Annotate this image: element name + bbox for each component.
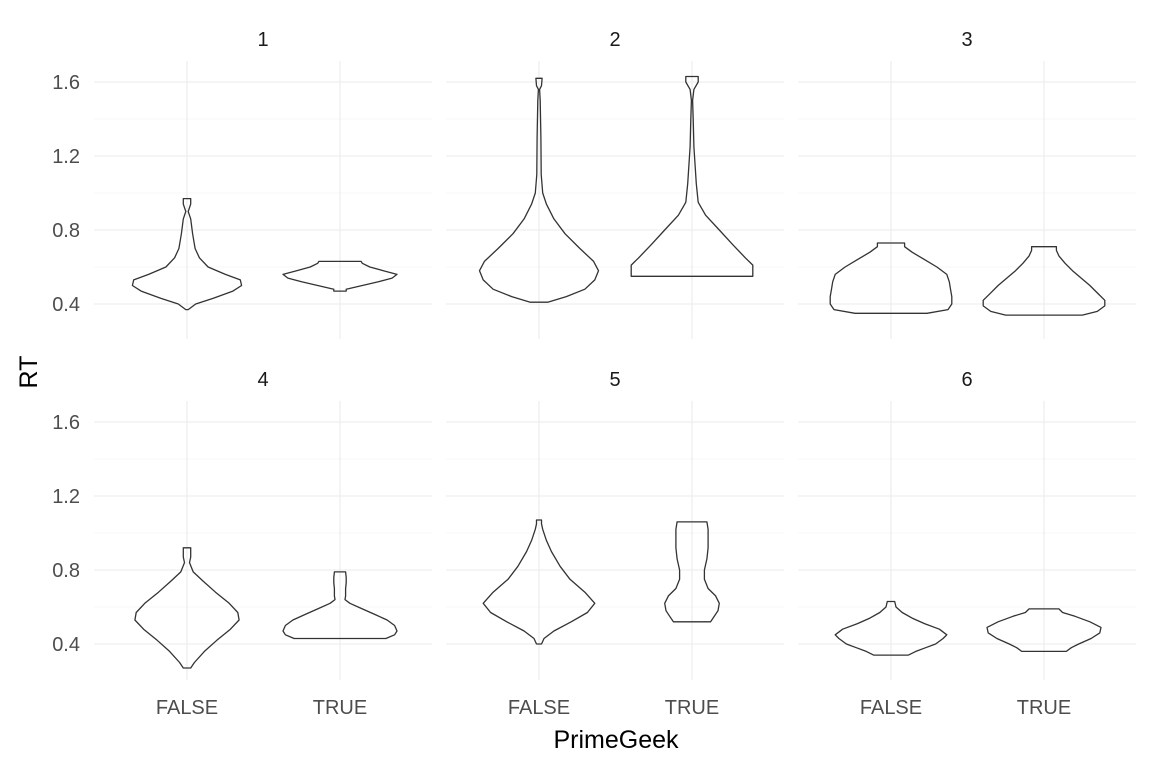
y-tick-label: 0.4	[52, 294, 80, 316]
x-tick-label: TRUE	[1017, 697, 1071, 719]
x-tick-label: FALSE	[860, 697, 922, 719]
facet-panel-5: 5 FALSE TRUE	[446, 369, 784, 719]
facet-panels: 1 0.4 0.8 1.2 1.6 2 3 4 0.4 0.8 1.2 1.6 FALSE TRUE 5 FA…	[52, 29, 1136, 719]
facet-strip-label: 3	[961, 29, 972, 51]
x-tick-label: TRUE	[665, 697, 719, 719]
facet-panel-3: 3	[798, 29, 1136, 339]
y-tick-label: 0.4	[52, 634, 80, 656]
facet-panel-1: 1 0.4 0.8 1.2 1.6	[52, 29, 432, 339]
x-tick-label: FALSE	[508, 697, 570, 719]
y-tick-label: 1.2	[52, 486, 80, 508]
facet-panel-4: 4 0.4 0.8 1.2 1.6 FALSE TRUE	[52, 369, 432, 719]
y-tick-label: 1.6	[52, 72, 80, 94]
y-tick-label: 1.6	[52, 412, 80, 434]
y-axis-title: RT	[15, 356, 43, 389]
y-tick-label: 0.8	[52, 220, 80, 242]
facet-strip-label: 2	[609, 29, 620, 51]
y-tick-label: 0.8	[52, 560, 80, 582]
x-tick-label: FALSE	[156, 697, 218, 719]
y-tick-label: 1.2	[52, 146, 80, 168]
x-axis-title: PrimeGeek	[553, 726, 679, 754]
facet-strip-label: 5	[609, 369, 620, 391]
facet-strip-label: 6	[961, 369, 972, 391]
facet-panel-2: 2	[446, 29, 784, 339]
x-tick-label: TRUE	[313, 697, 367, 719]
facet-strip-label: 4	[257, 369, 268, 391]
facet-panel-6: 6 FALSE TRUE	[798, 369, 1136, 719]
facet-strip-label: 1	[257, 29, 268, 51]
